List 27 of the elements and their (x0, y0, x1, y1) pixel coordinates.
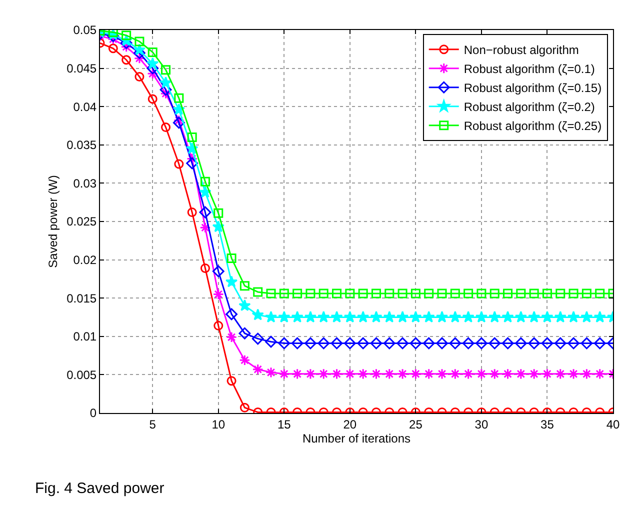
legend-label: Robust algorithm (ζ=0.1) (464, 62, 595, 76)
y-tick-label: 0.04 (73, 100, 97, 114)
legend-label: Robust algorithm (ζ=0.2) (464, 100, 595, 114)
y-tick-label: 0.015 (66, 291, 97, 306)
caption: Fig. 4 Saved power (35, 480, 164, 497)
x-tick-label: 5 (149, 417, 156, 432)
y-tick-label: 0.035 (66, 138, 97, 152)
y-tick-label: 0 (90, 406, 97, 420)
x-tick-label: 35 (540, 417, 554, 432)
y-tick-label: 0.01 (73, 330, 97, 344)
legend-label: Robust algorithm (ζ=0.25) (464, 119, 602, 134)
x-tick-label: 15 (277, 417, 292, 432)
y-tick-label: 0.005 (66, 368, 97, 382)
y-tick-label: 0.045 (66, 62, 97, 76)
legend-label: Robust algorithm (ζ=0.15) (464, 81, 602, 96)
y-axis-title: Saved power (W) (46, 175, 60, 268)
legend-label: Non−robust algorithm (464, 43, 579, 58)
y-tick-label: 0.02 (73, 253, 97, 267)
x-tick-label: 20 (343, 417, 357, 432)
y-tick-label: 0.05 (73, 23, 97, 38)
x-tick-label: 30 (474, 417, 488, 432)
y-tick-label: 0.025 (66, 214, 97, 229)
x-tick-label: 10 (212, 417, 226, 432)
x-axis-title: Number of iterations (302, 431, 411, 446)
x-tick-label: 40 (606, 417, 620, 432)
y-tick-label: 0.03 (73, 176, 97, 190)
x-tick-label: 25 (409, 417, 423, 432)
